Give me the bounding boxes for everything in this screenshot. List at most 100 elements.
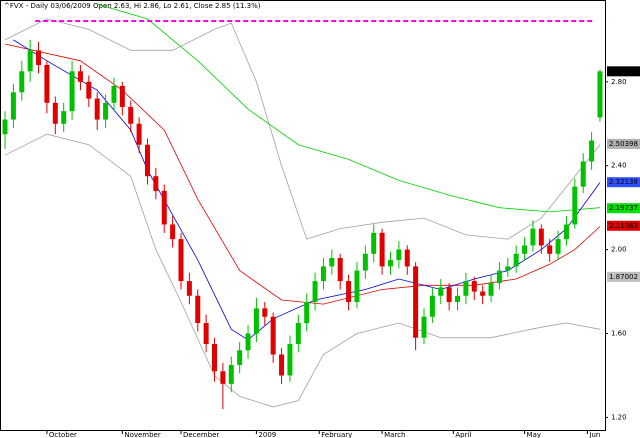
x-tick-label: October xyxy=(49,431,77,438)
candle-body xyxy=(128,106,134,124)
candle-body xyxy=(86,81,92,99)
candle-body xyxy=(186,281,192,296)
y-tick-label: 2.00 xyxy=(611,246,627,254)
chart-title: ^FVX - Daily 03/06/2009 Open 2.63, Hi 2.… xyxy=(4,2,261,10)
candle-body xyxy=(480,291,486,296)
candle-body xyxy=(471,281,477,292)
x-tick-label: 2009 xyxy=(258,431,276,438)
x-tick-label: Jun xyxy=(588,431,600,438)
indicator-line xyxy=(4,18,601,240)
value-badge-label: 1.87002 xyxy=(609,273,638,281)
value-badge xyxy=(607,138,640,149)
candle-body xyxy=(413,266,419,338)
candle-body xyxy=(212,344,218,372)
candle-body xyxy=(530,228,536,246)
candle-body xyxy=(153,176,159,191)
candle-body xyxy=(237,350,243,365)
x-tick-label: April xyxy=(455,431,471,438)
candle-body xyxy=(119,86,125,107)
x-tick-label: February xyxy=(321,431,352,438)
value-badge xyxy=(607,271,640,282)
candle-body xyxy=(94,98,100,120)
candle-body xyxy=(455,295,461,303)
candle-body xyxy=(111,86,117,103)
candle-body xyxy=(555,239,561,254)
candle-body xyxy=(304,302,310,324)
candle-body xyxy=(262,308,268,317)
candle-body xyxy=(538,228,544,246)
value-badge xyxy=(607,66,640,77)
candle-body xyxy=(178,239,184,282)
x-tick-label: May xyxy=(527,431,541,438)
value-badge xyxy=(607,220,640,231)
value-badge xyxy=(607,177,640,188)
candle-body xyxy=(547,245,553,254)
candle-body xyxy=(522,245,528,254)
candle-body xyxy=(312,281,318,303)
candle-body xyxy=(346,281,352,303)
y-tick-label: 1.20 xyxy=(611,413,627,421)
candle-body xyxy=(2,119,8,135)
candle-body xyxy=(496,270,502,284)
candle-body xyxy=(19,71,25,93)
candle-body xyxy=(69,71,75,112)
indicator-line xyxy=(13,39,601,341)
candle-body xyxy=(61,111,67,124)
candle-body xyxy=(44,65,50,103)
candle-body xyxy=(295,323,301,344)
candle-body xyxy=(228,364,234,384)
candle-body xyxy=(103,102,109,120)
candle-body xyxy=(505,266,511,271)
value-badge xyxy=(607,203,640,214)
value-badge-label: 2.50398 xyxy=(609,140,638,148)
candle-body xyxy=(429,295,435,317)
plot-frame xyxy=(0,0,606,431)
x-tick-label: December xyxy=(183,431,219,438)
candle-body xyxy=(463,281,469,296)
candle-body xyxy=(354,270,360,303)
candle-body xyxy=(270,316,276,355)
candle-body xyxy=(170,224,176,240)
candle-body xyxy=(220,371,226,384)
candle-body xyxy=(136,123,142,145)
candle-body xyxy=(195,295,201,324)
candle-body xyxy=(396,249,402,261)
candle-body xyxy=(52,102,58,124)
y-tick-label: 1.60 xyxy=(611,330,627,338)
candle-body xyxy=(597,71,603,118)
candle-body xyxy=(253,308,259,334)
candle-body xyxy=(563,224,569,240)
candle-body xyxy=(161,190,167,225)
candle-body xyxy=(337,258,343,282)
value-badge-label: 2.11363 xyxy=(609,222,638,230)
candle-body xyxy=(77,71,83,82)
candle-body xyxy=(203,323,209,344)
candle-body xyxy=(36,50,42,66)
candle-body xyxy=(144,144,150,177)
candle-body xyxy=(513,253,519,267)
candle-body xyxy=(421,316,427,338)
x-tick-label: November xyxy=(124,431,161,438)
candle-body xyxy=(371,232,377,254)
indicator-line xyxy=(4,43,601,305)
candle-body xyxy=(488,283,494,296)
x-tick-label: March xyxy=(384,431,405,438)
value-badge-label: 2.32138 xyxy=(609,178,638,186)
indicator-line xyxy=(97,3,601,213)
indicator-line xyxy=(4,133,601,408)
candle-body xyxy=(589,140,595,162)
y-tick-label: 2.80 xyxy=(611,78,627,86)
value-badge-label: 2.85 xyxy=(609,67,625,75)
candle-body xyxy=(580,161,586,187)
y-tick-label: 2.40 xyxy=(611,162,627,170)
candle-body xyxy=(27,50,33,72)
candle-body xyxy=(320,266,326,282)
candle-body xyxy=(404,249,410,267)
candle-body xyxy=(387,260,393,267)
candle-body xyxy=(446,287,452,303)
candle-body xyxy=(362,253,368,271)
candle-body xyxy=(245,333,251,351)
candle-body xyxy=(379,232,385,267)
candle-body xyxy=(10,92,16,120)
